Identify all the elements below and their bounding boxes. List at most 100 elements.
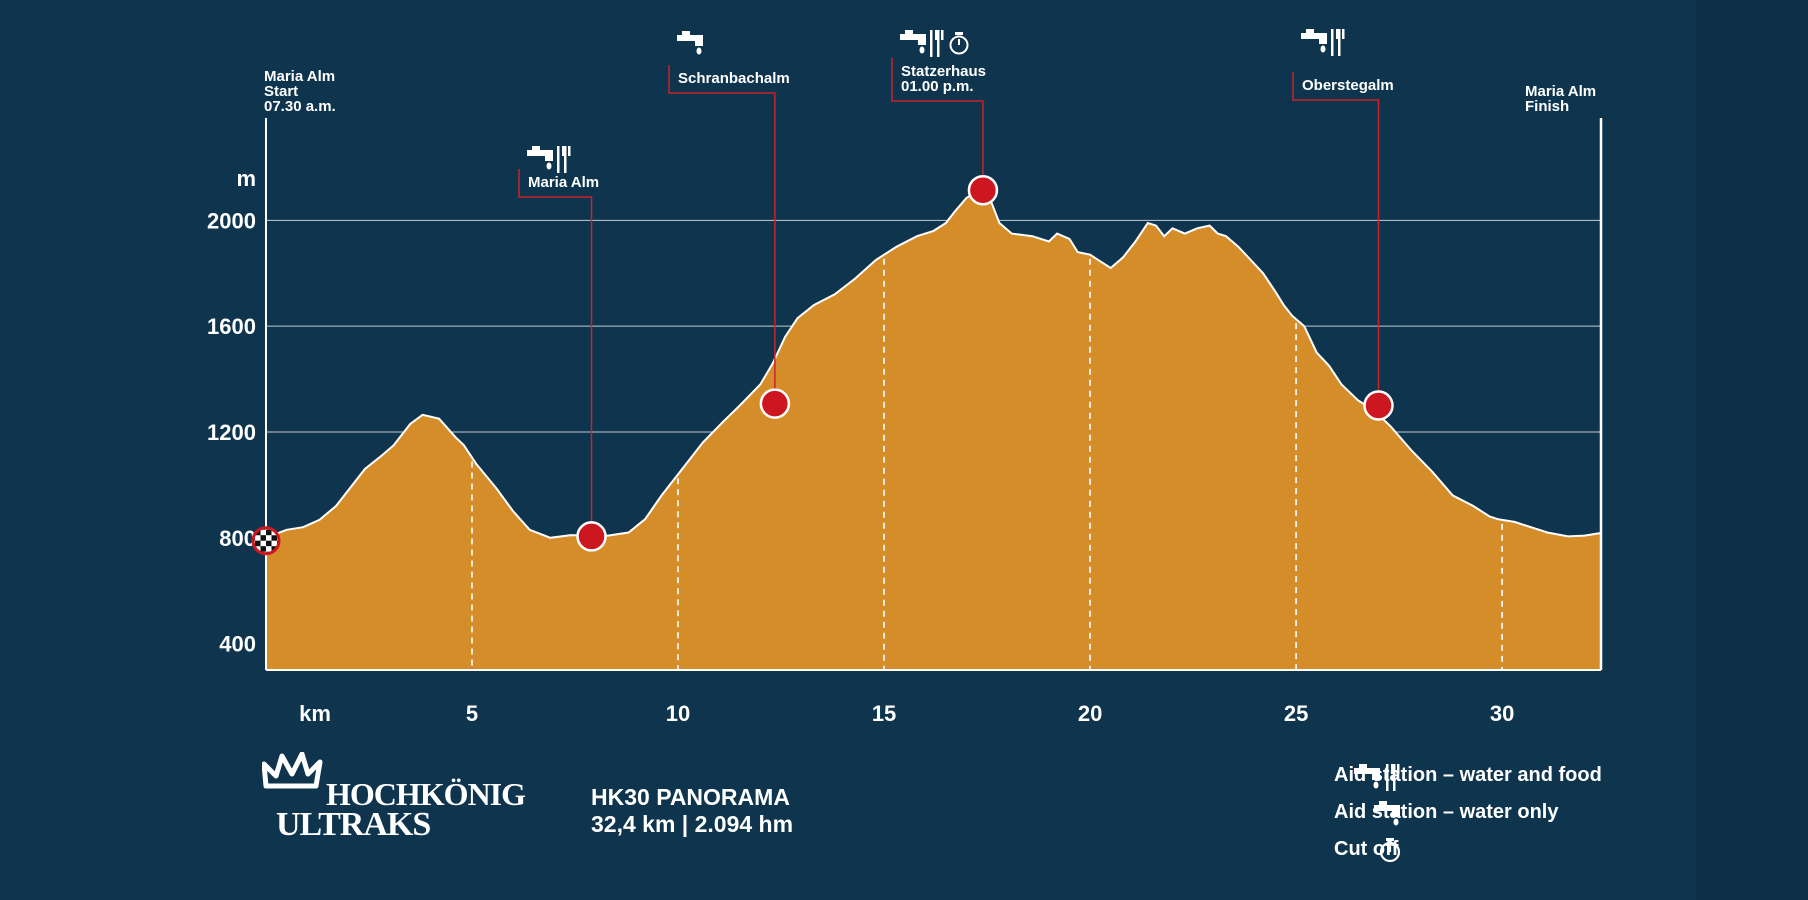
km-guide-layer [471,258,1503,670]
water-icon-spout [545,150,553,161]
food-icon-fork-prong [557,146,560,173]
water-icon [1301,29,1327,53]
water-icon-handle [532,146,540,150]
station-name: Maria Alm [528,174,599,191]
food-icon [930,30,944,57]
water-icon [1374,801,1400,826]
start-flag-check [266,540,272,547]
station-marker [1363,390,1394,421]
x-tick-label: 30 [1490,701,1514,726]
y-axis-label: m [236,166,256,191]
y-tick-label: 800 [219,526,256,551]
food-icon-knife-edge [568,146,571,156]
station-label: Schranbachalm [678,70,790,87]
start-flag-check [271,540,277,547]
race-subtitle: 32,4 km | 2.094 hm [591,811,794,837]
hochkonig-ultraks-logo: HOCHKÖNIG ULTRAKS [262,752,552,848]
logo-text-line-2: ULTRAKS [276,806,431,843]
water-icon-handle [1306,29,1314,33]
food-icon-knife-edge [1342,29,1345,39]
water-icon-drop [696,47,702,55]
legend-item-water-food: Aid station – water and food [1262,762,1702,792]
water-icon-spout [1319,33,1327,44]
station-time: 01.00 p.m. [901,78,974,95]
start-flag-check [266,546,272,552]
start-flag-check [260,540,266,547]
start-flag-check [260,535,266,541]
station-layer: Maria Alm Start 07.30 a.m.Maria Alm FinishM… [251,29,1596,556]
start-flag-check [271,535,277,541]
station-marker [967,174,999,206]
y-tick-label: 1200 [207,420,256,445]
water-icon-spout [695,35,703,46]
start-label: Maria Alm Start 07.30 a.m. [264,68,336,115]
food-icon-knife [564,146,567,173]
food-icon [1331,29,1345,56]
y-tick-label: 400 [219,632,256,657]
cutoff-icon-button [955,32,963,35]
water-icon-handle [905,30,913,34]
water-icon-pipe [1301,33,1319,39]
background-band [1696,0,1808,900]
race-info: HK30 PANORAMA 32,4 km | 2.094 hm [591,784,793,838]
water-icon-drop [1320,45,1326,53]
start-label-line: Start [264,83,298,100]
water-icon-drop [919,46,925,54]
food-icon [557,146,571,173]
elevation-profile-chart: 5 10 15 20 25 30 km 400 800 1200 1600 2000 m Maria A… [207,29,1603,726]
x-tick-label: 15 [872,701,896,726]
water-icon-drop [546,162,552,170]
station-leader-line [1292,72,1380,392]
food-icon-fork-prong [562,146,565,156]
food-icon-knife [937,30,940,57]
x-tick-label: 5 [466,701,478,726]
station-label: Statzerhaus 01.00 p.m. [901,63,986,95]
station-marker [576,521,607,552]
station-label: Maria Alm [528,174,599,191]
axis-layer: 5 10 15 20 25 30 km 400 800 1200 1600 2000 m [207,118,1603,726]
legend-label: Cut off [1334,838,1399,860]
water-icon [900,30,926,54]
start-flag-check [266,535,272,541]
x-tick-label: 20 [1078,701,1102,726]
station-name: Statzerhaus [901,63,986,80]
legend-item-cutoff: Cut off [1262,836,1702,866]
cutoff-icon [949,32,969,55]
start-flag-check [260,529,266,536]
start-label-line: 07.30 a.m. [264,98,336,115]
station-leader-line [668,65,776,390]
finish-label: Maria Alm Finish [1525,83,1596,115]
x-tick-label: 10 [666,701,690,726]
food-icon-fork-prong [930,30,933,57]
station-name: Schranbachalm [678,70,790,87]
race-title: HK30 PANORAMA [591,784,790,810]
start-label-line: Maria Alm [264,68,335,85]
finish-label-line: Maria Alm [1525,83,1596,100]
station-name: Oberstegalm [1302,77,1394,94]
water-icon-pipe [900,34,918,40]
food-icon-knife [1338,29,1341,56]
legend-label: Aid station – water and food [1334,764,1602,786]
legend-item-water-only: Aid station – water only [1262,799,1702,829]
food-icon-knife-edge [941,30,944,40]
y-tick-label: 2000 [207,208,256,233]
legend-icons-water-only [1374,801,1400,826]
cutoff-icon [1379,838,1401,863]
water-icon-handle [682,31,690,35]
station-marker [759,388,791,419]
y-tick-label: 1600 [207,314,256,339]
start-flag-check [253,551,255,554]
water-icon [527,146,553,170]
water-icon-pipe [677,35,695,41]
start-flag-check [266,529,272,536]
elevation-area [266,190,1601,670]
crown-icon [262,752,323,789]
logo-text-line-1: HOCHKÖNIG [326,776,526,812]
x-tick-label: 25 [1284,701,1308,726]
start-flag-check [260,546,266,552]
water-icon [677,31,703,55]
food-icon-fork-prong [935,30,938,40]
food-icon-fork-prong [1336,29,1339,39]
water-icon-spout [918,34,926,45]
start-flag-check [255,535,261,541]
